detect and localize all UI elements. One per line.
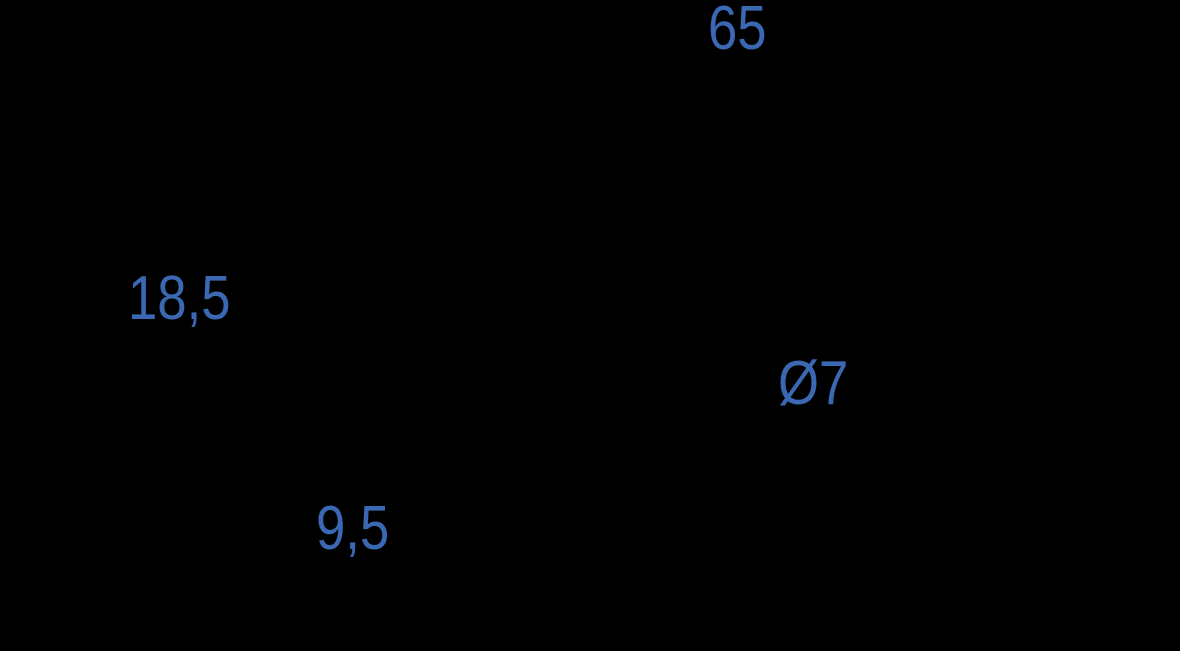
dimension-label-length: 65 (708, 0, 767, 63)
dimension-label-width: 9,5 (316, 494, 390, 563)
dimension-label-height: 18,5 (128, 264, 231, 333)
dimension-label-hole-diameter: Ø7 (778, 349, 849, 418)
